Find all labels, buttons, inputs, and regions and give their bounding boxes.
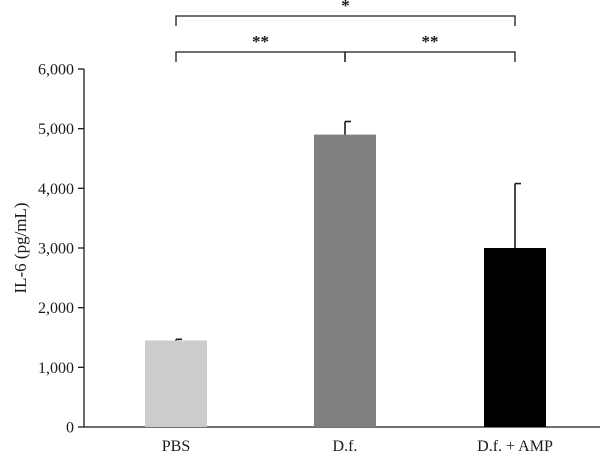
error-bar bbox=[344, 120, 351, 135]
y-tick-label: 0 bbox=[66, 420, 74, 437]
y-tick-label: 3,000 bbox=[38, 241, 74, 258]
y-tick-label: 2,000 bbox=[38, 300, 74, 317]
y-axis-title: IL-6 (pg/mL) bbox=[11, 202, 30, 293]
significance-label: * bbox=[341, 0, 350, 15]
significance-label: ** bbox=[422, 32, 439, 51]
significance-brackets: ** *** bbox=[175, 0, 516, 62]
y-tick-label: 6,000 bbox=[38, 62, 74, 79]
bar bbox=[484, 248, 546, 427]
bar bbox=[314, 134, 376, 427]
error-bars bbox=[175, 120, 521, 341]
x-tick-label: D.f. + AMP bbox=[477, 438, 553, 455]
error-bar bbox=[175, 338, 182, 341]
bar bbox=[145, 340, 207, 427]
bars bbox=[145, 134, 546, 427]
y-tick-label: 5,000 bbox=[38, 121, 74, 138]
y-tick-label: 1,000 bbox=[38, 360, 74, 377]
significance-bracket: ** bbox=[175, 32, 346, 62]
x-tick-label: D.f. bbox=[333, 438, 358, 455]
significance-bracket: ** bbox=[344, 32, 516, 62]
x-tick-label: PBS bbox=[162, 438, 190, 455]
error-bar bbox=[514, 182, 521, 248]
significance-label: ** bbox=[252, 32, 269, 51]
y-tick-label: 4,000 bbox=[38, 181, 74, 198]
labels: 0 1,000 2,000 3,000 4,000 5,000 6,000 IL-6 (pg/… bbox=[11, 62, 553, 456]
significance-bracket: * bbox=[175, 0, 516, 26]
